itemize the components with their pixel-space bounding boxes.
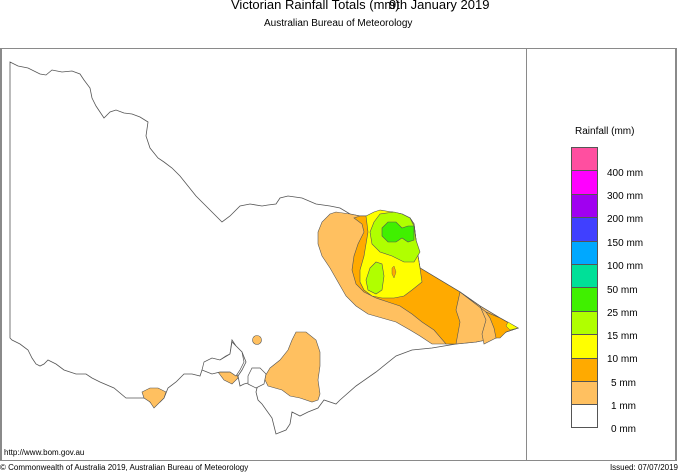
western-port	[247, 367, 267, 389]
legend-label-0: 0 mm	[611, 424, 636, 435]
legend-swatch-25	[571, 287, 598, 311]
legend-swatch-150	[571, 217, 598, 241]
rain-zone-5-10mm-spot	[391, 265, 397, 279]
legend-label-1: 1 mm	[611, 401, 636, 412]
legend-label-100: 100 mm	[607, 261, 644, 272]
map-subtitle: Australian Bureau of Meteorology	[264, 18, 413, 29]
legend-colorbar	[571, 147, 598, 428]
rain-zone-1-5mm-otway	[141, 387, 167, 409]
legend-label-400: 400 mm	[607, 168, 644, 179]
legend-swatch-400	[571, 147, 598, 171]
rain-zone-25-50mm	[381, 221, 415, 243]
legend-swatch-15	[571, 310, 598, 335]
rain-zone-1-5mm-spot	[252, 335, 262, 345]
copyright-notice: © Commonwealth of Australia 2019, Austra…	[0, 463, 249, 472]
rain-zone-1-5mm-gippsland	[263, 331, 321, 403]
rain-zone-5-10mm-cape	[485, 311, 519, 339]
legend-swatch-200	[571, 193, 598, 218]
legend-label-150: 150 mm	[607, 238, 644, 249]
legend-swatch-10	[571, 334, 598, 358]
bom-url-link[interactable]: http://www.bom.gov.au	[4, 448, 85, 457]
rain-zone-15-25mm-south	[365, 261, 385, 295]
rain-zone-10-15mm-cape	[505, 321, 519, 331]
map-date: 9th January 2019	[389, 0, 490, 12]
legend-swatch-300	[571, 170, 598, 194]
map-title: Victorian Rainfall Totals (mm)	[231, 0, 400, 12]
legend-label-15: 15 mm	[607, 331, 638, 342]
legend-swatch-1	[571, 380, 598, 405]
map-frame	[0, 48, 677, 461]
legend-swatch-0	[571, 404, 598, 428]
chart-title: Victorian Rainfall Totals (mm) 9th Janua…	[0, 0, 680, 15]
legend-swatch-100	[571, 240, 598, 264]
legend-label-200: 200 mm	[607, 214, 644, 225]
legend-label-25: 25 mm	[607, 308, 638, 319]
legend-label-10: 10 mm	[607, 354, 638, 365]
legend-title: Rainfall (mm)	[575, 126, 635, 137]
victoria-rainfall-map	[9, 61, 519, 435]
legend-swatch-5	[571, 357, 598, 381]
legend-swatch-50	[571, 263, 598, 288]
legend-label-300: 300 mm	[607, 191, 644, 202]
legend-label-50: 50 mm	[607, 285, 638, 296]
legend-label-5: 5 mm	[611, 378, 636, 389]
port-phillip-bay	[201, 341, 245, 377]
legend-divider	[526, 48, 527, 461]
issued-date: Issued: 07/07/2019	[609, 463, 678, 472]
